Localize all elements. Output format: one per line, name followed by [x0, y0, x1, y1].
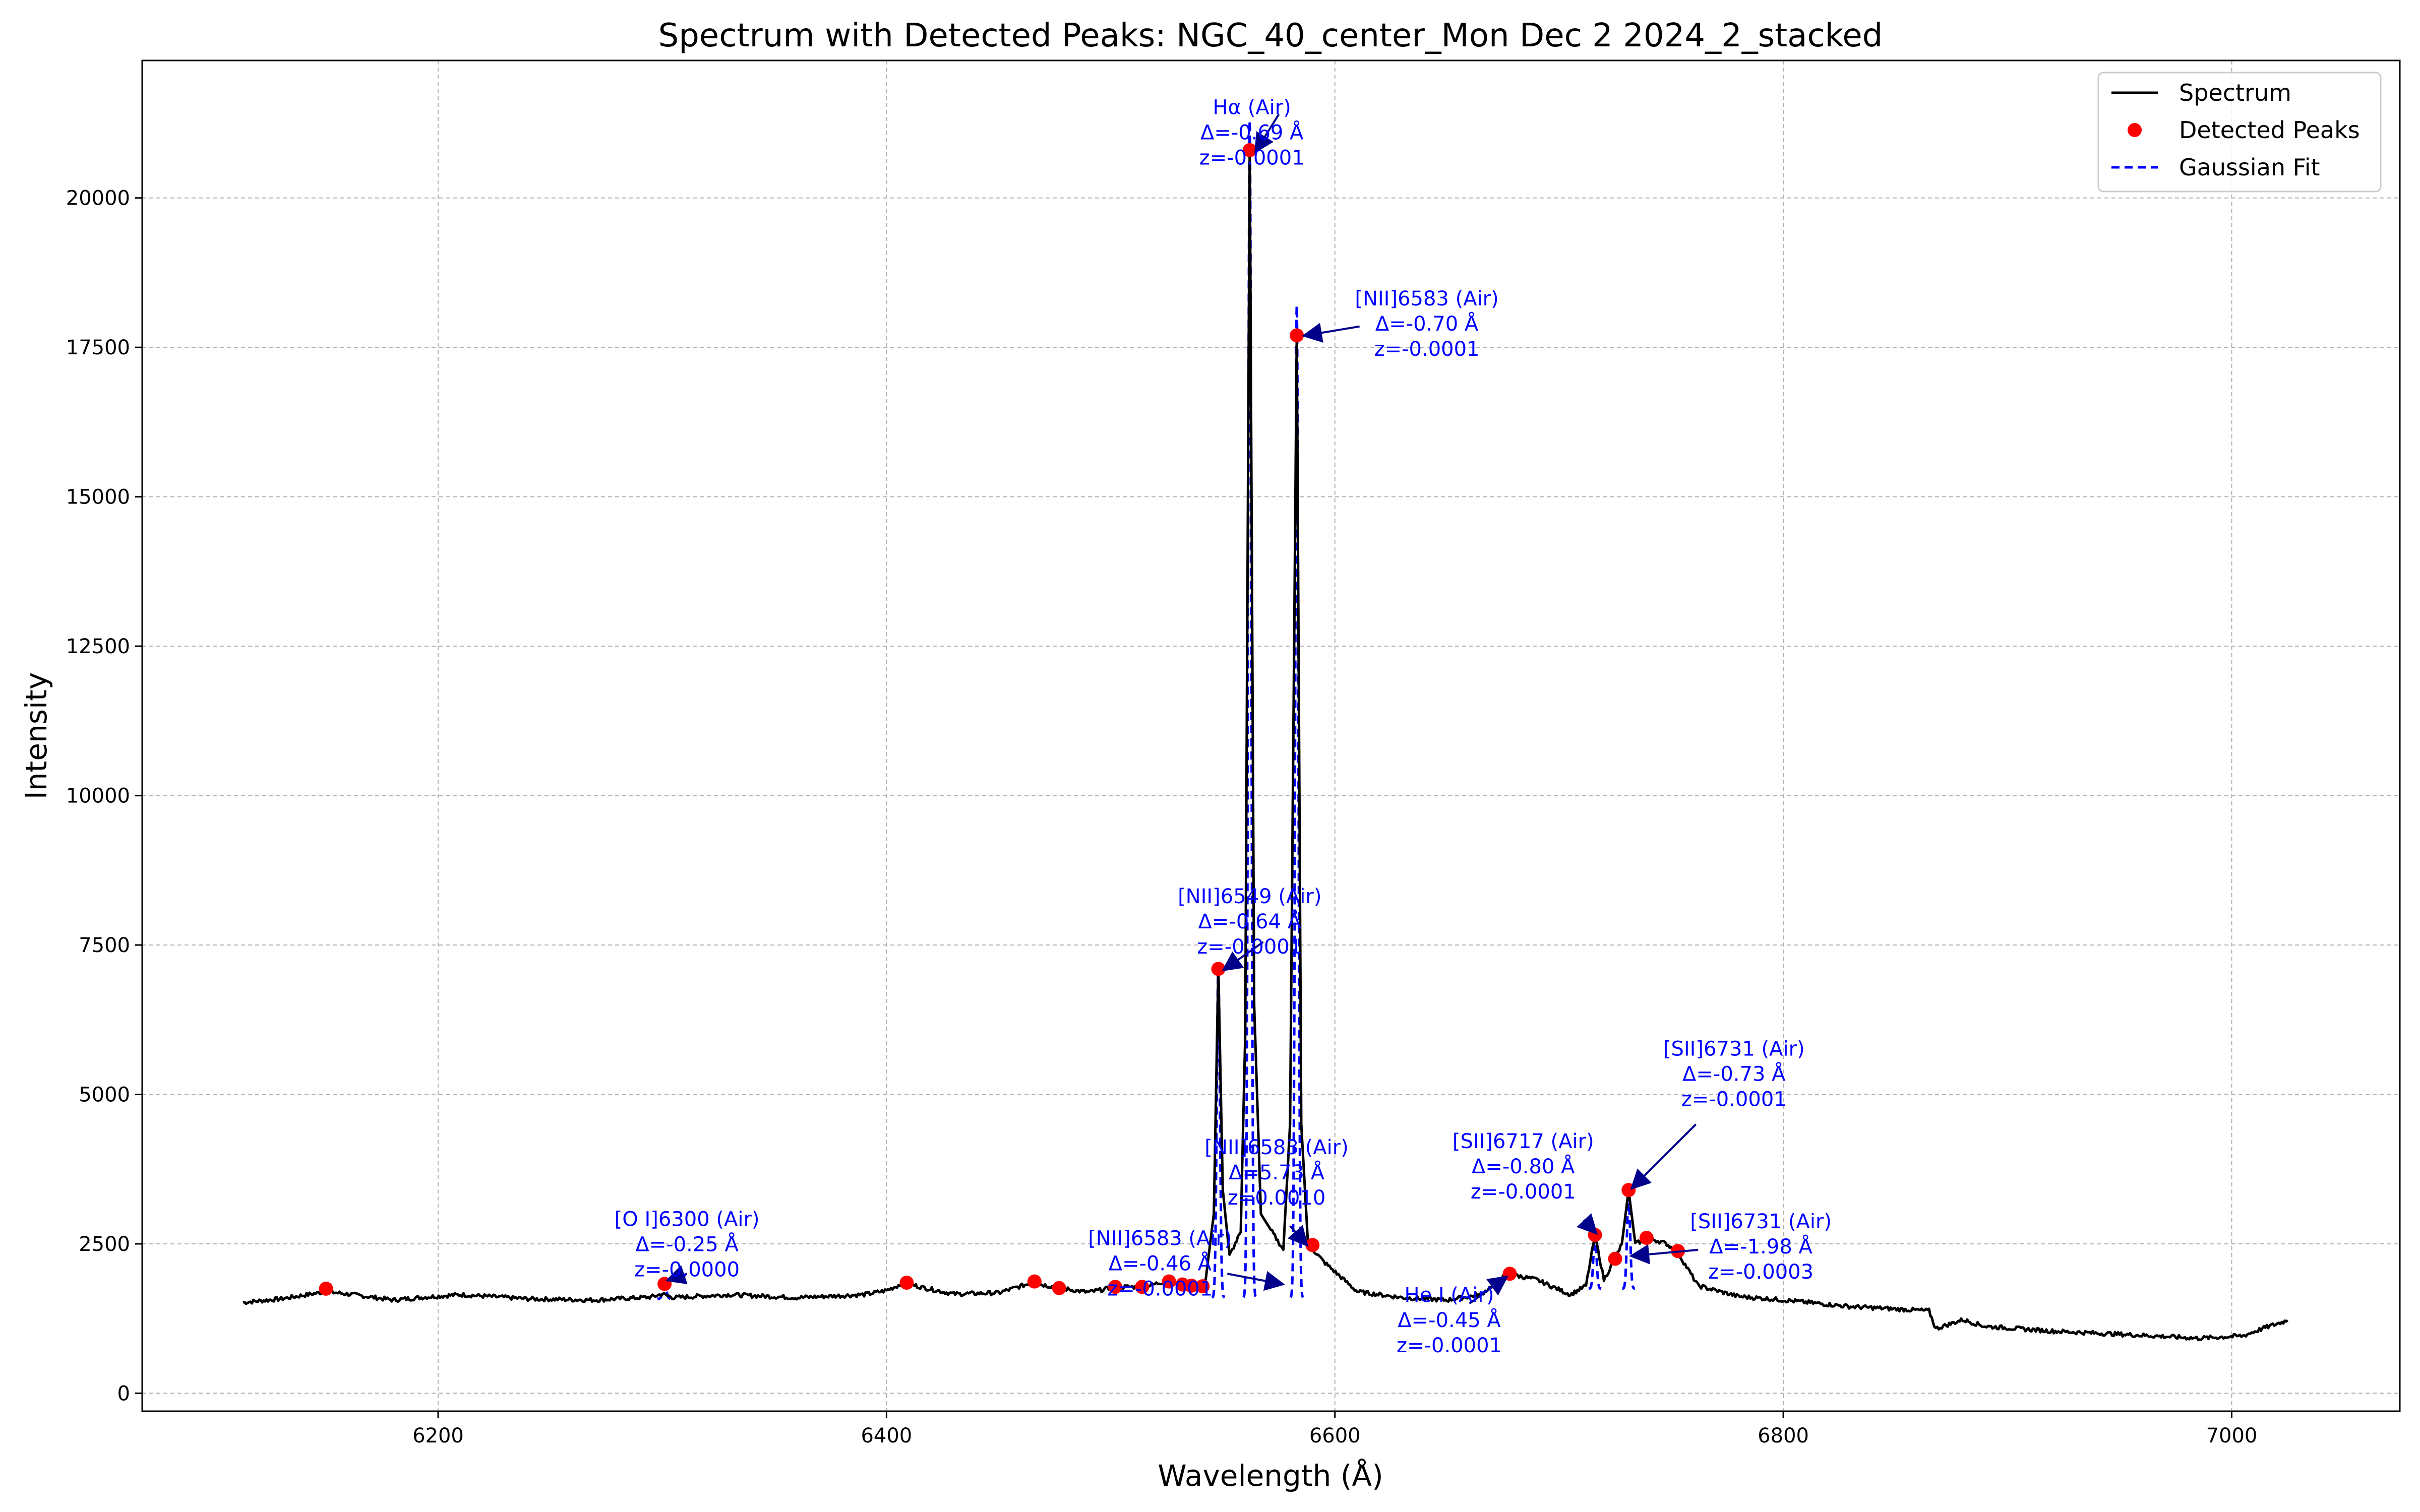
annotation-text: Δ=-0.45 Å [1398, 1308, 1501, 1332]
x-tick-label: 6200 [412, 1424, 464, 1447]
annotation-arrow [1254, 113, 1280, 154]
detected-peak-point [899, 1276, 914, 1290]
x-tick-label: 7000 [2206, 1424, 2258, 1447]
annotation-text: [SII]6731 (Air) [1690, 1210, 1832, 1233]
gaussian-fit-curve [1242, 120, 1257, 1298]
legend: Spectrum Detected Peaks Gaussian Fit [2097, 72, 2382, 193]
y-tick-label: 5000 [79, 1084, 130, 1107]
detected-peak-point [1290, 328, 1304, 343]
detected-peaks-series [319, 143, 1685, 1296]
annotation-text: Δ=-0.25 Å [635, 1232, 739, 1256]
spectrum-series [243, 149, 2289, 1341]
x-tick-label: 6400 [861, 1424, 912, 1447]
y-tick-label: 12500 [66, 635, 130, 658]
legend-fit-label: Gaussian Fit [2179, 154, 2320, 181]
detected-peak-point [1027, 1274, 1042, 1289]
spectrum-line [243, 149, 2289, 1341]
detected-peak-point [1184, 1278, 1199, 1293]
annotation-text: Δ=-0.64 Å [1198, 909, 1302, 933]
detected-peak-point [1108, 1280, 1122, 1294]
detected-peak-point [1211, 962, 1226, 976]
annotation-text: z=-0.0001 [1681, 1088, 1787, 1111]
annotation-text: [NII]6583 (Air) [1204, 1136, 1348, 1159]
annotation-text: [O I]6300 (Air) [615, 1208, 760, 1231]
annotation-text: He I (Air) [1405, 1284, 1494, 1307]
annotation-text: Δ=-0.73 Å [1682, 1061, 1786, 1086]
annotation-text: [NII]6549 (Air) [1178, 885, 1321, 908]
annotation-text: Δ=5.73 Å [1229, 1160, 1325, 1184]
detected-peak-point [1305, 1238, 1320, 1252]
annotation-text: z=0.0010 [1228, 1186, 1325, 1210]
y-tick-label: 0 [117, 1382, 130, 1405]
detected-peak-point [1639, 1231, 1654, 1245]
legend-spectrum-label: Spectrum [2179, 79, 2291, 106]
detected-peak-point [319, 1281, 333, 1296]
annotation-arrow [1630, 1123, 1697, 1190]
x-axis-ticks: 6200 6400 6600 6800 7000 [412, 1411, 2257, 1447]
x-tick-label: 6600 [1309, 1424, 1361, 1447]
annotation-arrow [1469, 1275, 1509, 1305]
annotation-text: z=-0.0001 [1374, 338, 1480, 361]
y-axis-ticks: 0 2500 5000 7500 10000 12500 15000 17500 20000 [66, 187, 142, 1405]
annotation-text: Δ=-0.80 Å [1472, 1154, 1575, 1178]
annotation-arrow [1222, 941, 1264, 972]
annotation-text: z=-0.0001 [1397, 1334, 1502, 1357]
legend-peaks-label: Detected Peaks [2179, 116, 2360, 144]
annotation-arrow [665, 1265, 688, 1284]
x-tick-label: 6800 [1758, 1424, 1809, 1447]
detected-peak-point [1195, 1279, 1210, 1294]
annotation-text: [SII]6717 (Air) [1453, 1130, 1594, 1153]
annotation-text: [SII]6731 (Air) [1663, 1037, 1805, 1060]
line-annotations: Hα (Air)Δ=-0.69 Åz=-0.0001[NII]6583 (Air… [615, 96, 1832, 1357]
x-axis-label: Wavelength (Å) [1158, 1458, 1383, 1493]
y-tick-label: 7500 [79, 934, 130, 957]
detected-peak-point [1588, 1228, 1602, 1242]
annotation-arrow [1227, 1271, 1285, 1291]
legend-peaks-swatch [2128, 123, 2142, 137]
annotation-text: z=-0.0001 [1107, 1277, 1213, 1300]
y-tick-label: 17500 [66, 336, 130, 359]
annotation-text: Δ=-0.46 Å [1109, 1251, 1212, 1275]
plot-frame [141, 59, 2401, 1412]
detected-peak-point [1052, 1281, 1066, 1295]
annotation-arrow [1629, 1244, 1699, 1265]
y-tick-label: 20000 [66, 187, 130, 210]
gaussian-fit-curve [1289, 305, 1304, 1298]
chart-title: Spectrum with Detected Peaks: NGC_40_cen… [658, 17, 1883, 54]
annotation-arrow [1577, 1213, 1598, 1235]
detected-peak-point [1608, 1251, 1622, 1266]
annotation-text: z=-0.0003 [1708, 1261, 1813, 1284]
detected-peak-point [1135, 1280, 1150, 1294]
annotation-text: Δ=-0.69 Å [1200, 120, 1304, 145]
detected-peak-point [1621, 1183, 1636, 1198]
detected-peak-point [1242, 143, 1257, 157]
annotation-text: z=-0.0001 [1199, 147, 1305, 170]
annotation-text: Hα (Air) [1213, 96, 1291, 119]
annotation-text: [NII]6583 (Air) [1355, 287, 1498, 310]
annotation-text: z=-0.0001 [1471, 1180, 1576, 1204]
annotation-text: z=-0.0001 [1197, 935, 1302, 959]
y-tick-label: 15000 [66, 486, 130, 509]
detected-peak-point [1162, 1274, 1176, 1289]
annotation-arrow [1302, 323, 1360, 343]
y-tick-label: 2500 [79, 1233, 130, 1256]
annotation-text: Δ=-1.98 Å [1709, 1234, 1812, 1258]
legend-box [2097, 72, 2382, 193]
annotation-text: [NII]6583 (Air) [1088, 1227, 1232, 1250]
y-tick-label: 10000 [66, 785, 130, 808]
grid-lines [142, 60, 2400, 1411]
annotation-text: Δ=-0.70 Å [1375, 311, 1479, 336]
annotation-arrow [1287, 1225, 1309, 1247]
y-axis-label: Intensity [19, 672, 53, 799]
annotation-text: z=-0.0000 [634, 1258, 740, 1281]
